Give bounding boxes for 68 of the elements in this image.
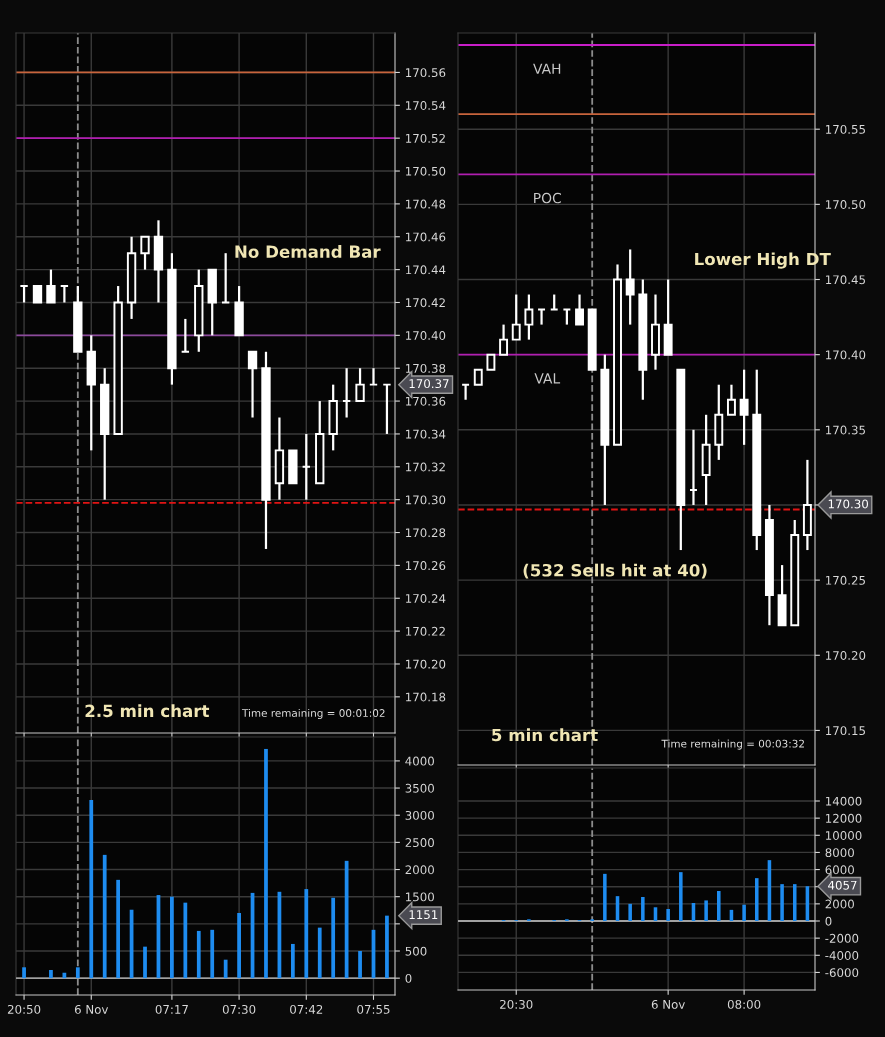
y-tick-label: 170.42 [406,298,445,308]
y-tick-label: 170.18 [406,692,446,702]
y-tick-label: 170.50 [826,200,866,209]
ref-line-label: VAL [534,373,561,384]
y-tick-label: 170.40 [406,331,446,340]
y-tick-label: 170.54 [406,101,446,110]
y-tick-label: 12000 [826,813,862,823]
y-tick-label: 170.26 [406,561,446,571]
annotation: 5 min chart [492,728,598,742]
x-tick-label: 07:42 [290,1004,323,1014]
y-tick-label: 8000 [825,848,854,858]
y-tick-label: -6000 [825,968,859,978]
text: 4057 [828,880,857,890]
y-tick-label: 170.45 [826,275,865,285]
y-tick-label: 14000 [826,796,862,806]
y-tick-label: 6000 [825,865,854,875]
x-tick-label: 6 Nov [651,999,685,1009]
y-tick-label: 0 [825,916,832,926]
y-tick-label: 170.48 [406,199,446,209]
y-tick-label: 1500 [406,892,434,902]
y-tick-label: 170.30 [406,495,446,505]
y-tick-label: 170.24 [406,593,446,603]
x-tick-label: 08:00 [727,999,761,1009]
x-tick-label: 6 Nov [74,1004,109,1014]
y-tick-label: 170.44 [406,265,446,275]
y-tick-label: 170.55 [826,124,865,134]
y-tick-label: 170.20 [826,651,866,660]
ref-line-label: POC [534,192,561,204]
y-tick-label: 10000 [826,831,862,840]
annotation: 2.5 min chart [85,704,210,718]
text: 1151 [409,910,438,920]
y-tick-label: 170.46 [406,232,446,242]
y-tick-label: 170.40 [826,350,866,360]
annotation: Lower High DT [695,252,831,269]
x-tick-label: 20:30 [500,999,533,1009]
y-tick-label: 4000 [405,756,434,766]
text: 170.37 [409,379,449,389]
y-tick-label: 170.20 [406,659,446,669]
y-tick-label: 0 [405,973,412,983]
y-tick-label: 170.35 [826,425,865,435]
y-tick-label: 170.38 [406,363,446,373]
y-tick-label: 3500 [405,783,434,793]
y-tick-label: 2500 [405,838,434,848]
y-tick-label: 500 [405,946,427,956]
x-tick-label: 07:55 [357,1004,390,1014]
y-tick-label: 170.32 [406,462,445,472]
annotation: (532 Sells hit at 40) [523,563,707,579]
x-tick-label: 07:17 [155,1004,188,1014]
y-tick-label: 170.56 [406,68,446,78]
y-tick-label: -4000 [825,951,859,960]
y-tick-label: 170.52 [406,133,445,143]
y-tick-label: -2000 [825,933,859,943]
annotation: Time remaining = 00:03:32 [661,739,804,750]
y-tick-label: 2000 [405,865,434,875]
annotation: Time remaining = 00:01:02 [241,708,385,719]
y-tick-label: 2000 [825,899,854,909]
y-tick-label: 170.34 [406,429,446,439]
annotation: No Demand Bar [235,245,381,258]
x-tick-label: 20:50 [7,1004,41,1014]
y-tick-label: 170.15 [826,726,865,736]
y-tick-label: 170.28 [406,528,446,538]
x-tick-label: 07:30 [222,1004,256,1014]
y-tick-label: 170.25 [826,575,865,585]
y-tick-label: 170.22 [406,626,445,636]
ref-line-label: VAH [533,63,561,74]
y-tick-label: 3000 [405,810,434,820]
y-tick-label: 170.36 [406,396,446,406]
y-tick-label: 170.50 [406,166,446,176]
